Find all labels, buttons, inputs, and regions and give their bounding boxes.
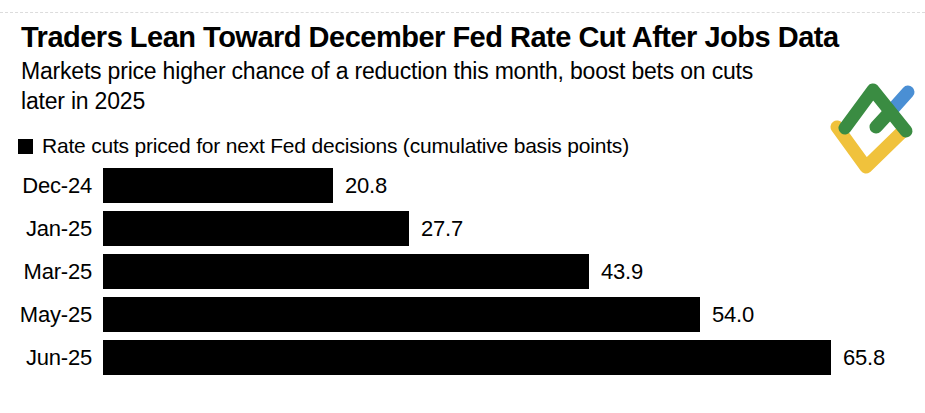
bar-category-label: Jan-25 (0, 216, 92, 242)
chart-title: Traders Lean Toward December Fed Rate Cu… (21, 21, 839, 54)
bar (103, 211, 409, 246)
bar-category-label: Mar-25 (0, 259, 92, 285)
bar-value-label: 54.0 (712, 302, 754, 328)
bar-category-label: May-25 (0, 302, 92, 328)
chart-subtitle-line-1: Markets price higher chance of a reducti… (21, 56, 753, 86)
bar-row: Dec-24 20.8 (0, 168, 925, 203)
bar (103, 168, 333, 203)
chart-subtitle-line-2: later in 2025 (21, 86, 753, 116)
bar-row: Jun-25 65.8 (0, 340, 925, 375)
chart-subtitle: Markets price higher chance of a reducti… (21, 56, 753, 116)
bar (103, 297, 700, 332)
bar (103, 340, 831, 375)
bar-row: Mar-25 43.9 (0, 254, 925, 289)
bar-category-label: Dec-24 (0, 173, 92, 199)
bar-value-label: 27.7 (421, 216, 463, 242)
bar-value-label: 43.9 (601, 259, 643, 285)
legend-label: Rate cuts priced for next Fed decisions … (42, 134, 629, 158)
bar-category-label: Jun-25 (0, 345, 92, 371)
bar-row: May-25 54.0 (0, 297, 925, 332)
legend-marker-square (18, 139, 33, 154)
bar-chart: Dec-24 20.8 Jan-25 27.7 Mar-25 43.9 May-25 54.0… (0, 168, 925, 383)
top-divider-line (0, 12, 925, 13)
bar-value-label: 65.8 (843, 345, 885, 371)
bar (103, 254, 589, 289)
litefinance-logo (828, 80, 923, 175)
bar-value-label: 20.8 (345, 173, 387, 199)
bar-row: Jan-25 27.7 (0, 211, 925, 246)
legend: Rate cuts priced for next Fed decisions … (18, 134, 629, 158)
